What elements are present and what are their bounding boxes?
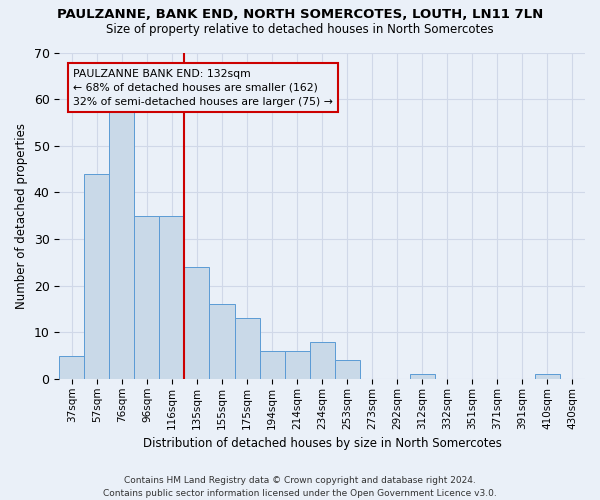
Text: PAULZANNE BANK END: 132sqm
← 68% of detached houses are smaller (162)
32% of sem: PAULZANNE BANK END: 132sqm ← 68% of deta…	[73, 69, 333, 107]
Bar	[209, 304, 235, 379]
Bar	[160, 216, 184, 379]
Bar	[260, 351, 284, 379]
Bar	[535, 374, 560, 379]
Bar	[410, 374, 435, 379]
Bar	[109, 104, 134, 379]
Text: PAULZANNE, BANK END, NORTH SOMERCOTES, LOUTH, LN11 7LN: PAULZANNE, BANK END, NORTH SOMERCOTES, L…	[57, 8, 543, 20]
Bar	[184, 267, 209, 379]
Bar	[235, 318, 260, 379]
X-axis label: Distribution of detached houses by size in North Somercotes: Distribution of detached houses by size …	[143, 437, 502, 450]
Text: Size of property relative to detached houses in North Somercotes: Size of property relative to detached ho…	[106, 22, 494, 36]
Bar	[134, 216, 160, 379]
Text: Contains HM Land Registry data © Crown copyright and database right 2024.
Contai: Contains HM Land Registry data © Crown c…	[103, 476, 497, 498]
Bar	[59, 356, 85, 379]
Bar	[85, 174, 109, 379]
Y-axis label: Number of detached properties: Number of detached properties	[15, 122, 28, 308]
Bar	[310, 342, 335, 379]
Bar	[335, 360, 359, 379]
Bar	[284, 351, 310, 379]
